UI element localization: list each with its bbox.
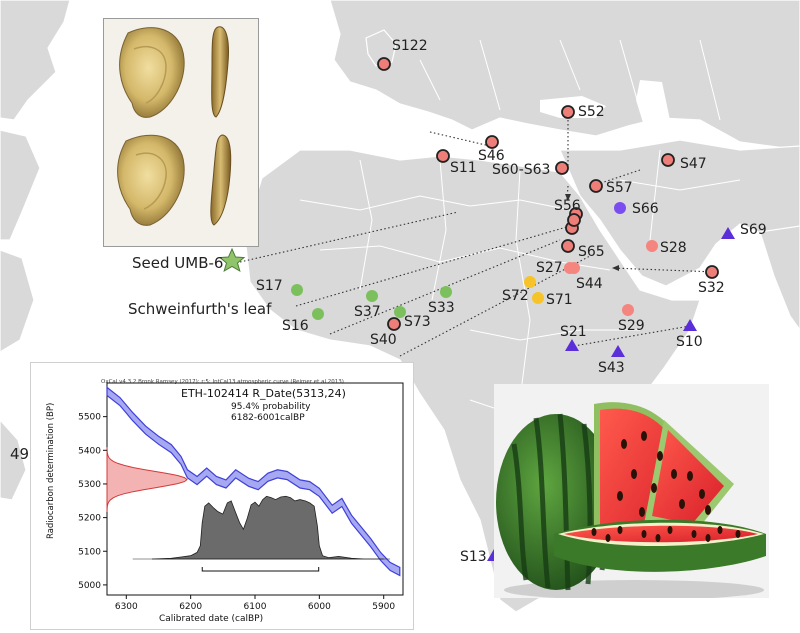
site-marker-s44[interactable] <box>568 262 580 274</box>
x-tick-label: 6200 <box>179 602 202 612</box>
site-marker-s69[interactable] <box>721 227 735 239</box>
chart-range-text: 6182-6001calBP <box>231 413 305 423</box>
site-marker-s56[interactable] <box>567 213 581 227</box>
site-marker-s71[interactable] <box>532 292 544 304</box>
site-marker-s37[interactable] <box>366 290 378 302</box>
y-tick-label: 5000 <box>78 581 101 591</box>
site-marker-s66[interactable] <box>614 202 626 214</box>
y-tick-label: 5500 <box>78 413 101 423</box>
site-label-s10: S10 <box>676 334 703 350</box>
x-tick-label: 6300 <box>115 602 138 612</box>
site-marker-s40[interactable] <box>387 317 401 331</box>
site-label-s71: S71 <box>546 292 573 308</box>
site-label-s65: S65 <box>578 244 605 260</box>
site-marker-s10[interactable] <box>683 319 697 331</box>
chart-probability: 95.4% probability <box>231 402 311 412</box>
site-marker-s33[interactable] <box>440 286 452 298</box>
watermelon-photo <box>494 384 769 600</box>
watermelon-photo-panel <box>494 384 769 600</box>
site-marker-s47[interactable] <box>661 153 675 167</box>
calibration-chart: OxCal v4.3.2 Bronk Ramsey (2017); r:5; I… <box>30 362 414 630</box>
posterior-distribution <box>151 495 384 560</box>
leaf-label: Schweinfurth's leaf <box>128 300 272 318</box>
site-marker-s17[interactable] <box>291 284 303 296</box>
x-tick-label: 5900 <box>372 602 395 612</box>
site-label-s66: S66 <box>632 201 659 217</box>
chart-title: ETH-102414 R_Date(5313,24) <box>181 387 346 400</box>
site-marker-s60-s63[interactable] <box>555 161 569 175</box>
country-borders <box>299 39 741 421</box>
site-label-s73: S73 <box>404 314 431 330</box>
site-label-s44: S44 <box>576 276 603 292</box>
site-label-s21: S21 <box>560 324 587 340</box>
site-label-s56: S56 <box>554 198 581 214</box>
site-label-s28: S28 <box>660 240 687 256</box>
edge-left-label: 49 <box>10 445 29 463</box>
x-tick-label: 6000 <box>308 602 331 612</box>
site-label-s52: S52 <box>578 104 605 120</box>
site-label-s57: S57 <box>606 180 633 196</box>
radiocarbon-date-distribution <box>106 447 188 512</box>
y-tick-label: 5200 <box>78 514 101 524</box>
site-marker-s52[interactable] <box>561 105 575 119</box>
site-marker-s65[interactable] <box>561 239 575 253</box>
y-tick-label: 5300 <box>78 480 101 490</box>
chart-header: OxCal v4.3.2 Bronk Ramsey (2017); r:5; I… <box>101 379 344 385</box>
site-marker-s46[interactable] <box>485 135 499 149</box>
site-label-s72: S72 <box>502 288 529 304</box>
site-marker-s57[interactable] <box>589 179 603 193</box>
y-tick-label: 5400 <box>78 446 101 456</box>
site-label-s29: S29 <box>618 318 645 334</box>
site-label-s43: S43 <box>598 360 625 376</box>
site-marker-s29[interactable] <box>622 304 634 316</box>
site-marker-s73[interactable] <box>394 306 406 318</box>
site-label-s16: S16 <box>282 318 309 334</box>
site-label-s13: S13 <box>460 549 487 565</box>
site-label-s27: S27 <box>536 260 563 276</box>
site-label-s37: S37 <box>354 304 381 320</box>
site-marker-s21[interactable] <box>565 339 579 351</box>
site-label-s11: S11 <box>450 160 477 176</box>
chart-y-axis-label: Radiocarbon determination (BP) <box>46 403 56 539</box>
y-tick-label: 5100 <box>78 547 101 557</box>
seed-photo <box>117 26 232 226</box>
seed-star-marker[interactable] <box>218 247 246 273</box>
site-label-s40: S40 <box>370 332 397 348</box>
x-tick-label: 6100 <box>244 602 267 612</box>
chart-x-axis-label: Calibrated date (calBP) <box>159 614 263 624</box>
seed-photo-panel <box>103 18 259 247</box>
route-arrows <box>565 194 619 271</box>
site-label-s60-s63: S60-S63 <box>492 162 550 178</box>
seed-label: Seed UMB-6 <box>132 254 223 272</box>
site-marker-s43[interactable] <box>611 345 625 357</box>
site-label-s122: S122 <box>392 38 428 54</box>
site-marker-s28[interactable] <box>646 240 658 252</box>
site-marker-s16[interactable] <box>312 308 324 320</box>
site-marker-s32[interactable] <box>705 265 719 279</box>
site-label-s33: S33 <box>428 300 455 316</box>
site-label-s46: S46 <box>478 148 505 164</box>
site-marker-s11[interactable] <box>436 149 450 163</box>
site-label-s17: S17 <box>256 278 283 294</box>
range-bracket <box>201 567 320 572</box>
site-label-s69: S69 <box>740 222 767 238</box>
calibration-curve-band <box>106 386 401 577</box>
calibration-chart-svg: OxCal v4.3.2 Bronk Ramsey (2017); r:5; I… <box>46 379 404 624</box>
site-label-s32: S32 <box>698 280 725 296</box>
chart-plot-area: 6300 6200 6100 6000 5900 5000 5100 5200 5300 5400… <box>78 382 404 612</box>
site-marker-s72[interactable] <box>524 276 536 288</box>
site-marker-s122[interactable] <box>377 57 391 71</box>
site-label-s47: S47 <box>680 156 707 172</box>
